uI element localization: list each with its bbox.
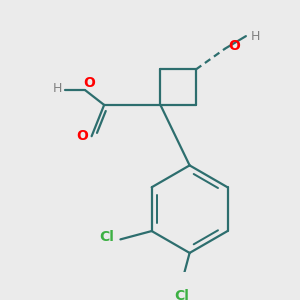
Text: O: O (83, 76, 95, 90)
Text: H: H (250, 30, 260, 43)
Text: Cl: Cl (174, 289, 189, 300)
Text: O: O (228, 39, 240, 53)
Text: O: O (76, 129, 88, 143)
Text: H: H (53, 82, 62, 95)
Text: Cl: Cl (100, 230, 115, 244)
